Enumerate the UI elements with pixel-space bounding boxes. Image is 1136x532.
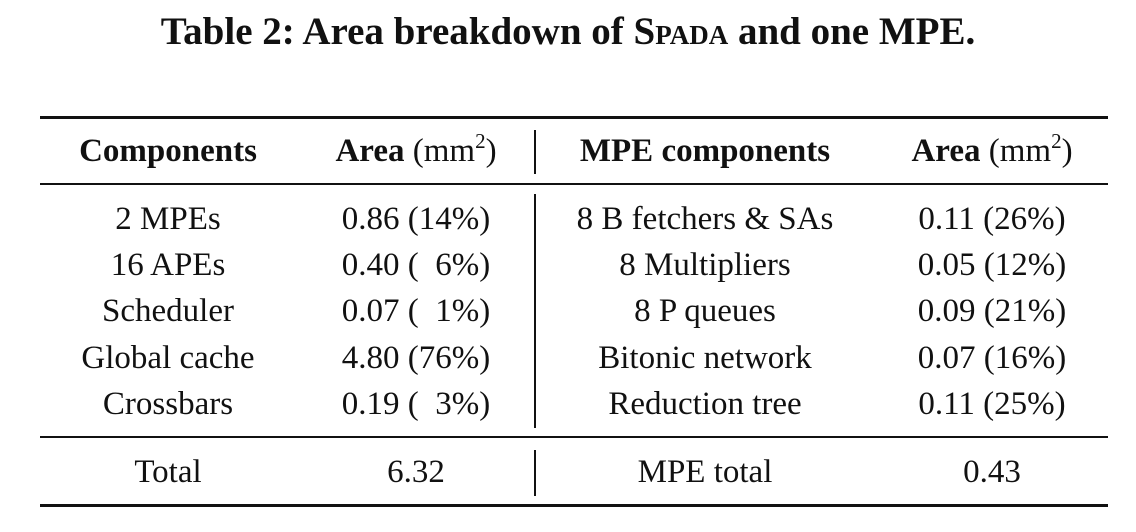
header-components: Components: [79, 133, 257, 169]
table-caption: Table 2: Area breakdown of Spada and one…: [0, 8, 1136, 56]
table-cell-mpe-component: 8 B fetchers & SAs: [576, 201, 834, 237]
table-cell-component: 16 APEs: [110, 247, 226, 283]
header-area-left-unit: (mm2): [412, 129, 497, 170]
caption-suffix: and one MPE.: [728, 10, 976, 53]
table-cell-mpe-area: 0.11 (25%): [918, 386, 1066, 422]
column-separator-header: [534, 130, 536, 174]
header-mpe-components: MPE components: [579, 133, 831, 169]
table-cell-component: 2 MPEs: [115, 201, 221, 237]
mpe-total-label: MPE total: [637, 454, 773, 490]
header-rule: [40, 183, 1108, 185]
caption-prefix: Table 2: Area breakdown of: [160, 10, 634, 53]
column-separator-body: [534, 194, 536, 428]
table-cell-area: 0.19 ( 3%): [341, 386, 491, 422]
table-cell-mpe-area: 0.09 (21%): [917, 293, 1067, 329]
table-cell-mpe-component: Reduction tree: [608, 386, 802, 422]
caption-system-name: Spada: [633, 10, 729, 53]
total-rule: [40, 436, 1108, 438]
table-cell-area: 4.80 (76%): [341, 340, 491, 376]
header-area-left-label: Area: [335, 133, 405, 169]
total-label: Total: [134, 454, 202, 490]
table-cell-area: 0.86 (14%): [341, 201, 491, 237]
bottom-rule: [40, 504, 1108, 507]
header-area-right: Area (mm2): [876, 131, 1108, 171]
table-cell-component: Scheduler: [102, 293, 234, 329]
table-cell-mpe-area: 0.07 (16%): [917, 340, 1067, 376]
total-area: 6.32: [387, 454, 445, 490]
top-rule: [40, 116, 1108, 119]
mpe-total-area: 0.43: [963, 454, 1021, 490]
header-area-right-unit: (mm2): [988, 129, 1073, 170]
table-cell-area: 0.07 ( 1%): [341, 293, 491, 329]
table-cell-component: Crossbars: [102, 386, 234, 422]
table-cell-mpe-component: 8 Multipliers: [619, 247, 791, 283]
table-cell-mpe-component: 8 P queues: [634, 293, 776, 329]
header-area-left: Area (mm2): [300, 131, 532, 171]
table-cell-component: Global cache: [81, 340, 255, 376]
column-separator-total: [534, 450, 536, 496]
table-cell-mpe-component: Bitonic network: [598, 340, 812, 376]
table-cell-area: 0.40 ( 6%): [341, 247, 491, 283]
table-cell-mpe-area: 0.05 (12%): [917, 247, 1067, 283]
header-area-right-label: Area: [911, 133, 981, 169]
table-cell-mpe-area: 0.11 (26%): [918, 201, 1066, 237]
